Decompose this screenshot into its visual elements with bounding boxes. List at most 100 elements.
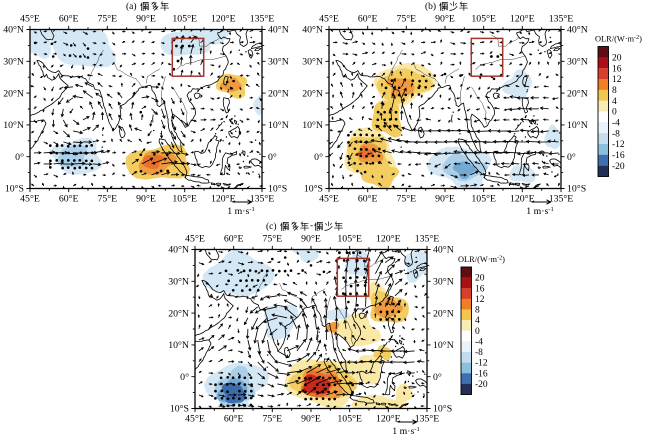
svg-text:12: 12 [612,75,622,85]
svg-text:105°E: 105°E [471,14,496,25]
svg-text:4: 4 [612,97,617,107]
svg-text:75°E: 75°E [97,14,117,25]
svg-text:105°E: 105°E [337,234,362,245]
svg-text:40°N: 40°N [3,25,24,36]
svg-text:90°E: 90°E [136,194,156,205]
svg-text:30°N: 30°N [168,277,189,288]
svg-text:4: 4 [475,316,480,326]
svg-text:105°E: 105°E [172,194,197,205]
svg-text:(a): (a) [126,1,137,12]
svg-text:135°E: 135°E [549,194,574,205]
svg-text:60°E: 60°E [59,194,79,205]
svg-text:10°S: 10°S [268,184,287,195]
svg-text:-8: -8 [475,348,483,358]
svg-text:60°E: 60°E [59,14,79,25]
svg-text:0: 0 [612,108,617,118]
svg-text:45°E: 45°E [20,194,40,205]
svg-text:-20: -20 [612,162,625,172]
svg-text:8: 8 [475,306,480,316]
svg-text:135°E: 135°E [250,194,275,205]
svg-text:45°E: 45°E [185,234,205,245]
svg-text:120°E: 120°E [211,194,236,205]
svg-text:10°S: 10°S [567,184,586,195]
svg-text:-12: -12 [612,140,625,150]
svg-text:45°E: 45°E [319,194,339,205]
svg-text:30°N: 30°N [567,57,588,68]
svg-text:40°N: 40°N [302,25,323,36]
svg-text:0°: 0° [15,152,24,163]
svg-text:16: 16 [612,64,622,74]
svg-text:10°N: 10°N [302,120,323,131]
svg-text:120°E: 120°E [510,14,535,25]
svg-text:(c): (c) [266,221,277,232]
svg-text:30°N: 30°N [433,277,454,288]
svg-text:-: - [310,221,313,231]
svg-text:105°E: 105°E [172,14,197,25]
svg-text:30°N: 30°N [302,57,323,68]
svg-text:60°E: 60°E [224,414,244,425]
svg-text:105°E: 105°E [337,414,362,425]
svg-text:10°N: 10°N [3,120,24,131]
svg-text:OLR/(W·m-2): OLR/(W·m-2) [595,35,642,44]
svg-text:20°N: 20°N [433,308,454,319]
svg-text:135°E: 135°E [549,14,574,25]
svg-text:20: 20 [475,274,485,284]
svg-text:10°S: 10°S [433,404,452,415]
svg-text:0°: 0° [567,152,576,163]
svg-text:8: 8 [612,86,617,96]
svg-text:30°N: 30°N [268,57,289,68]
svg-text:135°E: 135°E [415,234,440,245]
svg-text:90°E: 90°E [301,414,321,425]
svg-text:60°E: 60°E [358,14,378,25]
svg-text:75°E: 75°E [396,194,416,205]
svg-text:40°N: 40°N [567,25,588,36]
svg-text:45°E: 45°E [20,14,40,25]
svg-text:0°: 0° [180,372,189,383]
svg-text:1 m·s-1: 1 m·s-1 [227,206,254,217]
svg-text:10°N: 10°N [168,340,189,351]
svg-text:(b): (b) [425,1,436,12]
svg-text:135°E: 135°E [415,414,440,425]
svg-text:20°N: 20°N [567,88,588,99]
svg-text:75°E: 75°E [262,414,282,425]
svg-text:-4: -4 [612,118,620,128]
svg-text:-8: -8 [612,129,620,139]
svg-text:120°E: 120°E [211,14,236,25]
svg-text:40°N: 40°N [168,245,189,256]
svg-text:60°E: 60°E [224,234,244,245]
svg-text:10°S: 10°S [170,404,189,415]
svg-text:20°N: 20°N [3,88,24,99]
svg-text:30°N: 30°N [3,57,24,68]
svg-text:135°E: 135°E [250,14,275,25]
svg-text:20°N: 20°N [168,308,189,319]
svg-text:60°E: 60°E [358,194,378,205]
svg-text:-4: -4 [475,338,483,348]
svg-text:10°N: 10°N [567,120,588,131]
svg-text:1 m·s-1: 1 m·s-1 [526,206,553,217]
svg-text:40°N: 40°N [268,25,289,36]
svg-text:1 m·s-1: 1 m·s-1 [392,426,419,437]
svg-text:10°S: 10°S [5,184,24,195]
svg-text:10°N: 10°N [268,120,289,131]
svg-text:45°E: 45°E [319,14,339,25]
svg-text:40°N: 40°N [433,245,454,256]
svg-text:-16: -16 [612,151,625,161]
svg-text:75°E: 75°E [97,194,117,205]
svg-text:75°E: 75°E [396,14,416,25]
svg-text:12: 12 [475,295,485,305]
svg-text:10°S: 10°S [304,184,323,195]
svg-text:0°: 0° [268,152,277,163]
svg-text:0: 0 [475,327,480,337]
svg-text:10°N: 10°N [433,340,454,351]
svg-text:120°E: 120°E [376,234,401,245]
svg-text:75°E: 75°E [262,234,282,245]
svg-text:0°: 0° [433,372,442,383]
svg-text:90°E: 90°E [435,14,455,25]
svg-text:90°E: 90°E [136,14,156,25]
svg-text:120°E: 120°E [376,414,401,425]
svg-text:20°N: 20°N [268,88,289,99]
svg-text:45°E: 45°E [185,414,205,425]
svg-text:20°N: 20°N [302,88,323,99]
svg-text:0°: 0° [314,152,323,163]
svg-text:16: 16 [475,284,485,294]
